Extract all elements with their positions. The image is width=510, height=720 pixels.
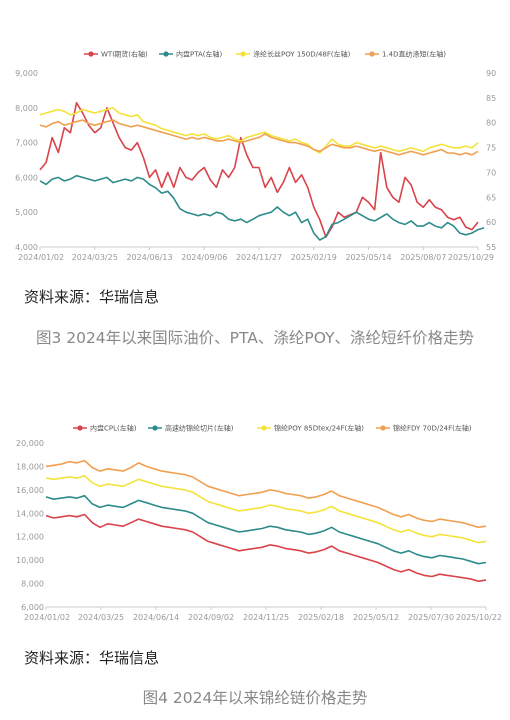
legend-label: 1.4D直纺涤短(左轴) [382,50,446,59]
legend-swatch-dot [240,51,246,57]
chart-1-series-line-1 [39,101,479,238]
y-tick-label: 8,000 [15,104,38,113]
chart-2-series-line-2 [45,494,487,565]
y-tick-label: 7,000 [15,139,38,148]
x-tick-label: 2024/01/02 [24,613,70,622]
chart-1-series-line-2 [39,174,485,241]
x-tick-label: 2025/05/12 [353,613,399,622]
chart-1: WTI期货(右轴) 内盘PTA(左轴) 涤纶长丝POY 150D/48F(左轴) 1.… [0,40,510,272]
y-tick-label: 16,000 [16,486,44,495]
legend-label: WTI期货(右轴) [101,50,148,59]
y-tick-label: 8,000 [21,580,44,589]
legend-label: 内盘PTA(左轴) [176,50,222,59]
y2-tick-label: 90 [486,69,496,78]
y2-tick-label: 80 [486,119,496,128]
x-tick-label: 2024/09/06 [181,253,227,262]
legend-swatch-dot [369,51,375,57]
y2-tick-label: 60 [486,218,496,227]
legend-label: 涤纶长丝POY 150D/48F(左轴) [253,50,351,59]
chart-1-legend-item-2[interactable]: 内盘PTA(左轴) [159,50,222,59]
y2-tick-label: 65 [486,193,496,202]
x-tick-label: 2025/10/22 [456,613,502,622]
chart-2: 内盘CPL(左轴) 高速纺锦纶切片(左轴) 锦纶POY 85Dtex/24F(左轴)… [0,415,510,630]
source-note-1: 资料来源：华瑞信息 [24,288,160,306]
legend-swatch-dot [77,425,83,431]
x-tick-label: 2024/03/25 [72,253,118,262]
x-tick-label: 2025/02/18 [298,613,344,622]
x-tick-label: 2024/11/25 [243,613,289,622]
y-tick-label: 4,000 [15,243,38,252]
x-tick-label: 2025/08/07 [400,253,446,262]
x-tick-label: 2024/03/25 [78,613,124,622]
legend-label: 内盘CPL(左轴) [90,424,137,433]
x-tick-label: 2024/09/02 [188,613,234,622]
y-tick-label: 6,000 [15,173,38,182]
chart-2-legend-item-4[interactable]: 锦纶FDY 70D/24F(左轴) [376,424,472,433]
chart-2-series-line-3 [45,474,487,544]
source-note-2: 资料来源：华瑞信息 [24,649,160,667]
y-tick-label: 20,000 [16,439,44,448]
y-tick-label: 6,000 [21,603,44,612]
chart-1-series-line-3 [39,107,479,154]
legend-swatch-dot [380,425,386,431]
x-tick-label: 2024/06/13 [126,253,172,262]
x-tick-label: 2025/10/29 [448,253,494,262]
y2-tick-label: 70 [486,168,496,177]
chart-2-legend-item-3[interactable]: 锦纶POY 85Dtex/24F(左轴) [257,424,364,433]
y2-tick-label: 85 [486,94,496,103]
x-tick-label: 2024/01/02 [18,253,64,262]
x-tick-label: 2024/11/27 [236,253,282,262]
chart-1-svg: WTI期货(右轴) 内盘PTA(左轴) 涤纶长丝POY 150D/48F(左轴) 1.… [15,50,496,263]
chart-1-legend-item-3[interactable]: 涤纶长丝POY 150D/48F(左轴) [236,50,351,59]
legend-label: 锦纶POY 85Dtex/24F(左轴) [274,424,364,433]
x-tick-label: 2025/02/19 [291,253,337,262]
y-tick-label: 12,000 [16,533,44,542]
legend-label: 锦纶FDY 70D/24F(左轴) [393,424,472,433]
y-tick-label: 14,000 [16,509,44,518]
chart-2-legend-item-2[interactable]: 高速纺锦纶切片(左轴) [148,424,234,433]
y-tick-label: 9,000 [15,69,38,78]
y-tick-label: 18,000 [16,462,44,471]
figure-caption-4: 图4 2024年以来锦纶链价格走势 [142,689,368,707]
y2-tick-label: 75 [486,144,496,153]
chart-1-series-line-4 [39,119,479,156]
x-tick-label: 2024/06/14 [133,613,179,622]
y-tick-label: 10,000 [16,556,44,565]
legend-swatch-dot [163,51,169,57]
chart-1-legend-item-1[interactable]: WTI期货(右轴) [84,50,148,59]
y2-tick-label: 55 [486,243,496,252]
chart-2-legend-item-1[interactable]: 内盘CPL(左轴) [73,424,137,433]
legend-label: 高速纺锦纶切片(左轴) [165,424,234,433]
chart-2-svg: 内盘CPL(左轴) 高速纺锦纶切片(左轴) 锦纶POY 85Dtex/24F(左轴)… [16,424,502,623]
x-tick-label: 2025/07/30 [408,613,454,622]
chart-2-series-line-1 [45,513,487,582]
legend-swatch-dot [88,51,94,57]
figure-caption-3: 图3 2024年以来国际油价、PTA、涤纶POY、涤纶短纤价格走势 [35,329,475,347]
chart-1-legend-item-4[interactable]: 1.4D直纺涤短(左轴) [365,50,446,59]
y-tick-label: 5,000 [15,208,38,217]
chart-2-series-line-4 [45,459,487,529]
legend-swatch-dot [152,425,158,431]
x-tick-label: 2025/05/14 [345,253,391,262]
legend-swatch-dot [261,425,267,431]
